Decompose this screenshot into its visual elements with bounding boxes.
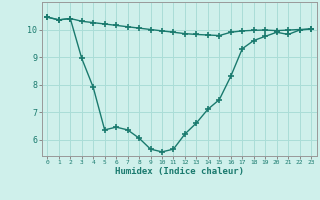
X-axis label: Humidex (Indice chaleur): Humidex (Indice chaleur) [115,167,244,176]
